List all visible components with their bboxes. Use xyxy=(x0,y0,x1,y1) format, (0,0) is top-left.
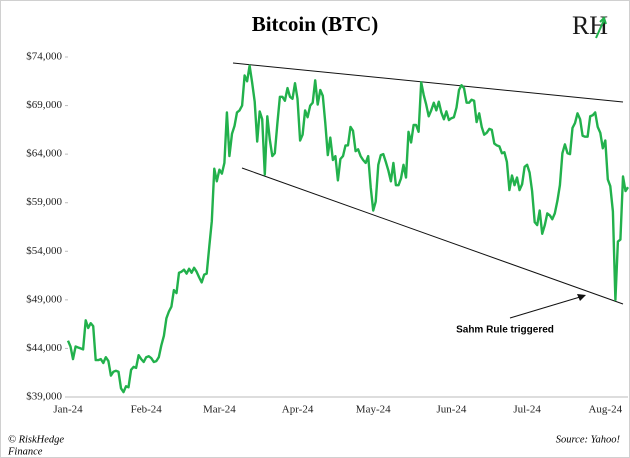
x-tick-label: Jul-24 xyxy=(513,404,541,416)
x-tick-label: May-24 xyxy=(356,404,391,416)
y-tick-label: $74,000 xyxy=(26,51,62,63)
y-tick-label: $54,000 xyxy=(26,245,62,257)
chart-title: Bitcoin (BTC) xyxy=(252,12,379,36)
annotation-arrow xyxy=(509,296,581,319)
y-tick-label: $39,000 xyxy=(26,391,62,403)
footer-left: Finance xyxy=(7,446,43,457)
x-tick-label: Jun-24 xyxy=(436,404,466,416)
y-tick-label: $44,000 xyxy=(26,342,62,354)
footer-left: © RiskHedge xyxy=(8,434,64,445)
logo: RH xyxy=(572,11,608,40)
annotation: Sahm Rule triggered xyxy=(456,325,554,336)
price-line xyxy=(66,64,630,394)
y-tick-label: $59,000 xyxy=(26,196,62,208)
x-tick-label: Jan-24 xyxy=(53,404,83,416)
x-tick-label: Apr-24 xyxy=(282,404,314,416)
annotation-arrowhead xyxy=(577,294,586,301)
x-tick-label: Aug-24 xyxy=(588,404,622,416)
trendline-upper xyxy=(232,62,624,103)
y-tick-label: $49,000 xyxy=(26,293,62,305)
y-tick-label: $64,000 xyxy=(26,148,62,160)
x-tick-label: Feb-24 xyxy=(131,404,163,416)
footer-right: Source: Yahoo! xyxy=(556,434,621,445)
trendline-lower xyxy=(241,167,624,305)
logo-arrow xyxy=(595,16,607,39)
y-tick-label: $69,000 xyxy=(26,99,62,111)
x-tick-label: Mar-24 xyxy=(203,404,236,416)
